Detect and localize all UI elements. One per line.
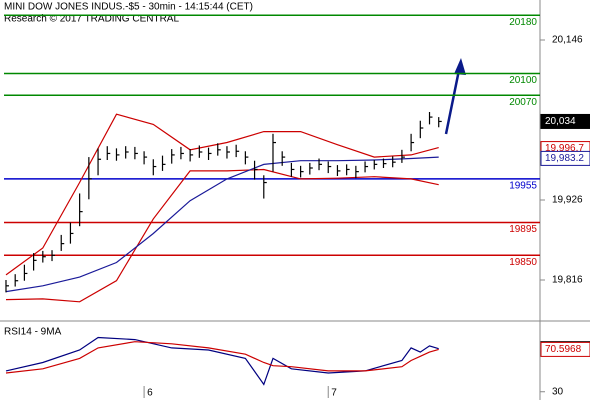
x-tick-label: 7 xyxy=(331,388,337,399)
x-tick-label: 6 xyxy=(147,388,153,399)
chart-title: MINI DOW JONES INDUS.-$5 - 30min - 14:15… xyxy=(4,2,253,13)
arrow-shaft xyxy=(444,69,461,135)
price-tag xyxy=(540,150,590,166)
rsi-title: RSI14 - 9MA xyxy=(4,327,62,338)
overlay-line xyxy=(5,113,439,276)
price-tag-label: 19,996.7 xyxy=(545,143,584,154)
annotation-arrow xyxy=(444,58,466,135)
y-tick-label: 19,926 xyxy=(552,195,583,206)
y-tick-label: 20,146 xyxy=(552,35,583,46)
rsi-line xyxy=(5,336,439,386)
price-tag-label: 19,983.2 xyxy=(545,153,584,164)
price-tag xyxy=(540,341,590,357)
price-tag-label: 70.5968 xyxy=(545,344,582,355)
y-tick-label: 30 xyxy=(552,386,564,397)
level-label: 20100 xyxy=(509,75,537,86)
overlay-line xyxy=(5,168,439,303)
price-tag xyxy=(540,113,590,129)
level-label: 20070 xyxy=(509,97,537,108)
arrow-head xyxy=(454,58,466,75)
level-label: 19850 xyxy=(509,257,537,268)
y-tick-label: 19,816 xyxy=(552,275,583,286)
chart-subtitle: Research © 2017 TRADING CENTRAL xyxy=(4,14,179,25)
price-tag-label: 20,034 xyxy=(545,116,576,127)
level-label: 19895 xyxy=(509,224,537,235)
level-label: 19955 xyxy=(509,181,537,192)
rsi-line xyxy=(5,341,439,374)
level-label: 20180 xyxy=(509,17,537,28)
